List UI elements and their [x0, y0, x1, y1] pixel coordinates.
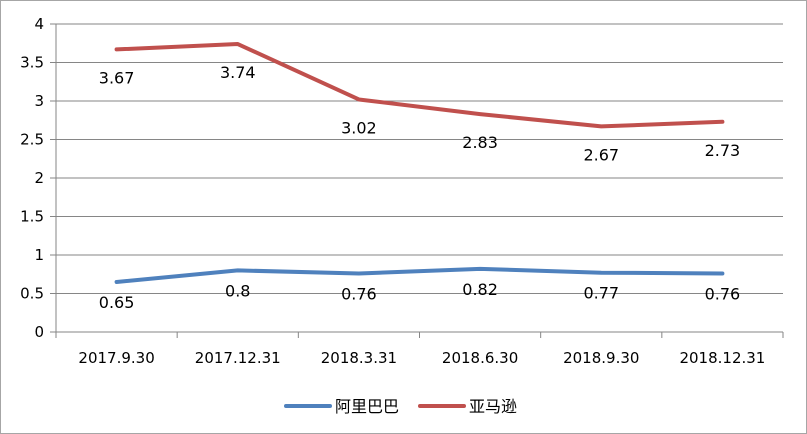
data-label-1-3: 2.83 [462, 133, 498, 152]
data-label-0-3: 0.82 [462, 280, 498, 299]
y-tick-label-0: 0 [34, 323, 44, 341]
data-label-0-5: 0.76 [705, 284, 741, 303]
y-tick-label-3: 1.5 [20, 208, 44, 226]
data-labels: 0.65 0.8 0.76 0.82 0.77 0.76 3.67 3.74 3.02 2.83 2… [99, 63, 740, 312]
y-tick-label-2: 1 [34, 246, 44, 264]
x-tick-label-0: 2017.9.30 [78, 349, 154, 367]
legend: 阿里巴巴 亚马逊 [284, 397, 517, 416]
x-tick-label-5: 2018.12.31 [679, 349, 765, 367]
data-label-1-4: 2.67 [583, 145, 619, 164]
y-tick-label-5: 2.5 [20, 131, 44, 149]
x-tick-label-1: 2017.12.31 [195, 349, 281, 367]
data-label-0-4: 0.77 [583, 284, 619, 303]
data-label-1-1: 3.74 [220, 63, 256, 82]
legend-label-0: 阿里巴巴 [335, 397, 399, 416]
gridlines [56, 23, 783, 294]
x-tick-label-3: 2018.6.30 [442, 349, 518, 367]
data-label-1-5: 2.73 [705, 141, 741, 160]
y-tick-label-1: 0.5 [20, 285, 44, 303]
legend-label-1: 亚马逊 [469, 397, 517, 416]
x-tick-label-2: 2018.3.31 [321, 349, 397, 367]
data-label-0-0: 0.65 [99, 293, 135, 312]
axes: 0 0.5 1 1.5 2 2.5 3 3.5 4 2017.9.30 2017.12.31 2018… [20, 15, 784, 367]
y-tick-label-4: 2 [34, 169, 44, 187]
data-label-1-0: 3.67 [99, 68, 135, 87]
y-tick-label-8: 4 [34, 15, 44, 33]
data-label-1-2: 3.02 [341, 118, 377, 137]
series-lines [114, 42, 725, 284]
data-label-0-1: 0.8 [225, 281, 250, 300]
y-tick-label-7: 3.5 [20, 54, 44, 72]
x-tick-label-4: 2018.9.30 [563, 349, 639, 367]
series-line-0 [114, 266, 725, 284]
data-label-0-2: 0.76 [341, 284, 377, 303]
y-tick-label-6: 3 [34, 92, 44, 110]
series-line-1 [114, 42, 725, 129]
